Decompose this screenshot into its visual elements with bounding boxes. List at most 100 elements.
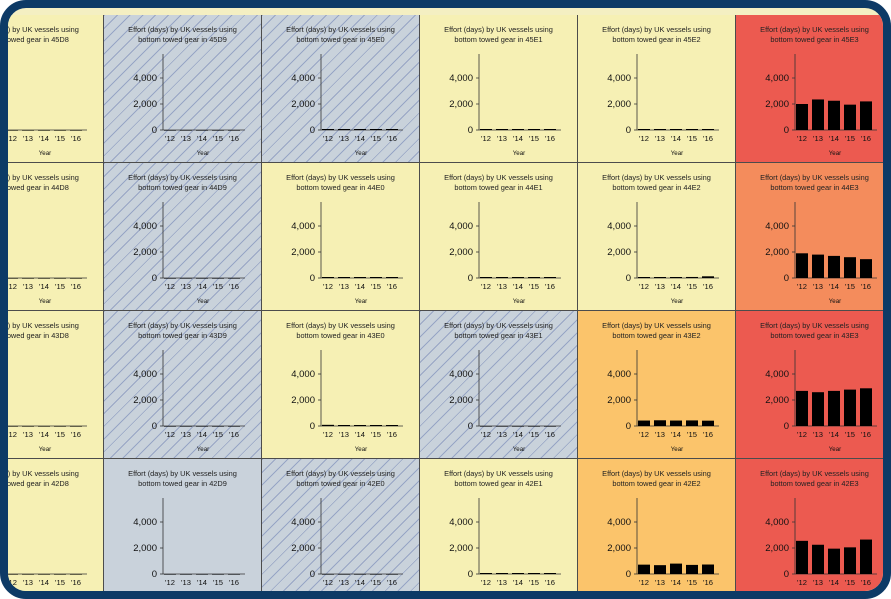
y-tick-label: 0 — [310, 569, 315, 580]
x-tick-label: '14 — [197, 282, 207, 291]
x-tick-label: '15 — [371, 282, 381, 291]
bar-2013 — [812, 99, 824, 130]
panel-43e2: Effort (days) by UK vessels using bottom… — [578, 311, 736, 459]
panel-43d9: Effort (days) by UK vessels using bottom… — [104, 311, 262, 459]
bar-2015 — [528, 573, 540, 574]
panel-title: Effort (days) by UK vessels using bottom… — [0, 173, 79, 192]
bar-2016 — [228, 426, 240, 427]
bar-2014 — [354, 277, 366, 278]
bar-2013 — [180, 278, 192, 279]
bar-2012 — [322, 424, 334, 426]
x-tick-label: '16 — [703, 430, 713, 439]
y-tick-label: 4,000 — [607, 73, 631, 84]
x-tick-label: '13 — [339, 430, 349, 439]
x-tick-label: '16 — [71, 430, 81, 439]
bar-2014 — [670, 277, 682, 278]
bar-2012 — [164, 130, 176, 131]
x-tick-label: '15 — [213, 430, 223, 439]
bar-2013 — [22, 130, 34, 131]
bar-2014 — [512, 573, 524, 574]
x-axis-label: Year — [829, 594, 842, 599]
bar-2013 — [812, 254, 824, 278]
y-tick-label: 2,000 — [133, 543, 157, 554]
bar-2014 — [38, 574, 50, 575]
y-tick-label: 4,000 — [765, 221, 789, 232]
x-tick-label: '15 — [213, 578, 223, 587]
x-axis-label: Year — [355, 150, 368, 157]
bar-2015 — [844, 389, 856, 426]
bar-2014 — [196, 130, 208, 131]
y-tick-label: 0 — [152, 421, 157, 432]
y-tick-label: 0 — [310, 421, 315, 432]
x-tick-label: '16 — [387, 430, 397, 439]
bar-2012 — [480, 129, 492, 130]
bar-2015 — [212, 574, 224, 575]
bar-2014 — [670, 563, 682, 574]
bar-2016 — [70, 278, 82, 279]
bar-2015 — [686, 420, 698, 426]
y-tick-label: 2,000 — [765, 247, 789, 258]
bar-2016 — [228, 130, 240, 131]
panel-45e1: Effort (days) by UK vessels using bottom… — [420, 15, 578, 163]
x-tick-label: '13 — [655, 430, 665, 439]
bar-2016 — [386, 574, 398, 575]
y-tick-label: 4,000 — [449, 369, 473, 380]
y-tick-label: 0 — [784, 125, 789, 136]
panel-45e0: Effort (days) by UK vessels using bottom… — [262, 15, 420, 163]
bar-2013 — [22, 574, 34, 575]
bar-2013 — [338, 277, 350, 278]
x-tick-label: '12 — [165, 578, 175, 587]
x-tick-label: '15 — [687, 578, 697, 587]
y-tick-label: 2,000 — [449, 247, 473, 258]
x-tick-label: '13 — [181, 134, 191, 143]
bar-2013 — [812, 544, 824, 574]
bar-2012 — [796, 253, 808, 278]
x-tick-label: '14 — [39, 430, 49, 439]
y-tick-label: 4,000 — [133, 73, 157, 84]
bar-2013 — [496, 277, 508, 278]
x-tick-label: '13 — [23, 430, 33, 439]
x-tick-label: '12 — [323, 134, 333, 143]
panel-44d9: Effort (days) by UK vessels using bottom… — [104, 163, 262, 311]
x-tick-label: '13 — [813, 430, 823, 439]
bar-2015 — [844, 104, 856, 130]
x-axis-label: Year — [197, 594, 210, 599]
x-tick-label: '12 — [639, 282, 649, 291]
x-tick-label: '15 — [213, 134, 223, 143]
bar-2015 — [528, 277, 540, 278]
x-tick-label: '14 — [513, 134, 523, 143]
bar-2013 — [496, 129, 508, 130]
x-tick-label: '13 — [339, 578, 349, 587]
panel-title: Effort (days) by UK vessels using bottom… — [128, 173, 237, 192]
x-tick-label: '12 — [481, 430, 491, 439]
x-tick-label: '12 — [797, 134, 807, 143]
panel-title: Effort (days) by UK vessels using bottom… — [760, 173, 869, 192]
bar-2013 — [496, 426, 508, 427]
panel-title: Effort (days) by UK vessels using bottom… — [0, 321, 79, 340]
y-tick-label: 2,000 — [765, 99, 789, 110]
bar-2012 — [8, 574, 18, 575]
x-tick-label: '15 — [845, 282, 855, 291]
x-tick-label: '12 — [797, 282, 807, 291]
bar-2014 — [354, 425, 366, 426]
x-axis-label: Year — [671, 150, 684, 157]
bar-2012 — [638, 129, 650, 130]
y-tick-label: 2,000 — [291, 99, 315, 110]
y-tick-label: 2,000 — [291, 543, 315, 554]
x-axis-label: Year — [355, 446, 368, 453]
x-tick-label: '13 — [339, 134, 349, 143]
x-tick-label: '16 — [545, 282, 555, 291]
bar-2016 — [702, 276, 714, 278]
x-tick-label: '15 — [687, 134, 697, 143]
bar-2013 — [338, 425, 350, 426]
